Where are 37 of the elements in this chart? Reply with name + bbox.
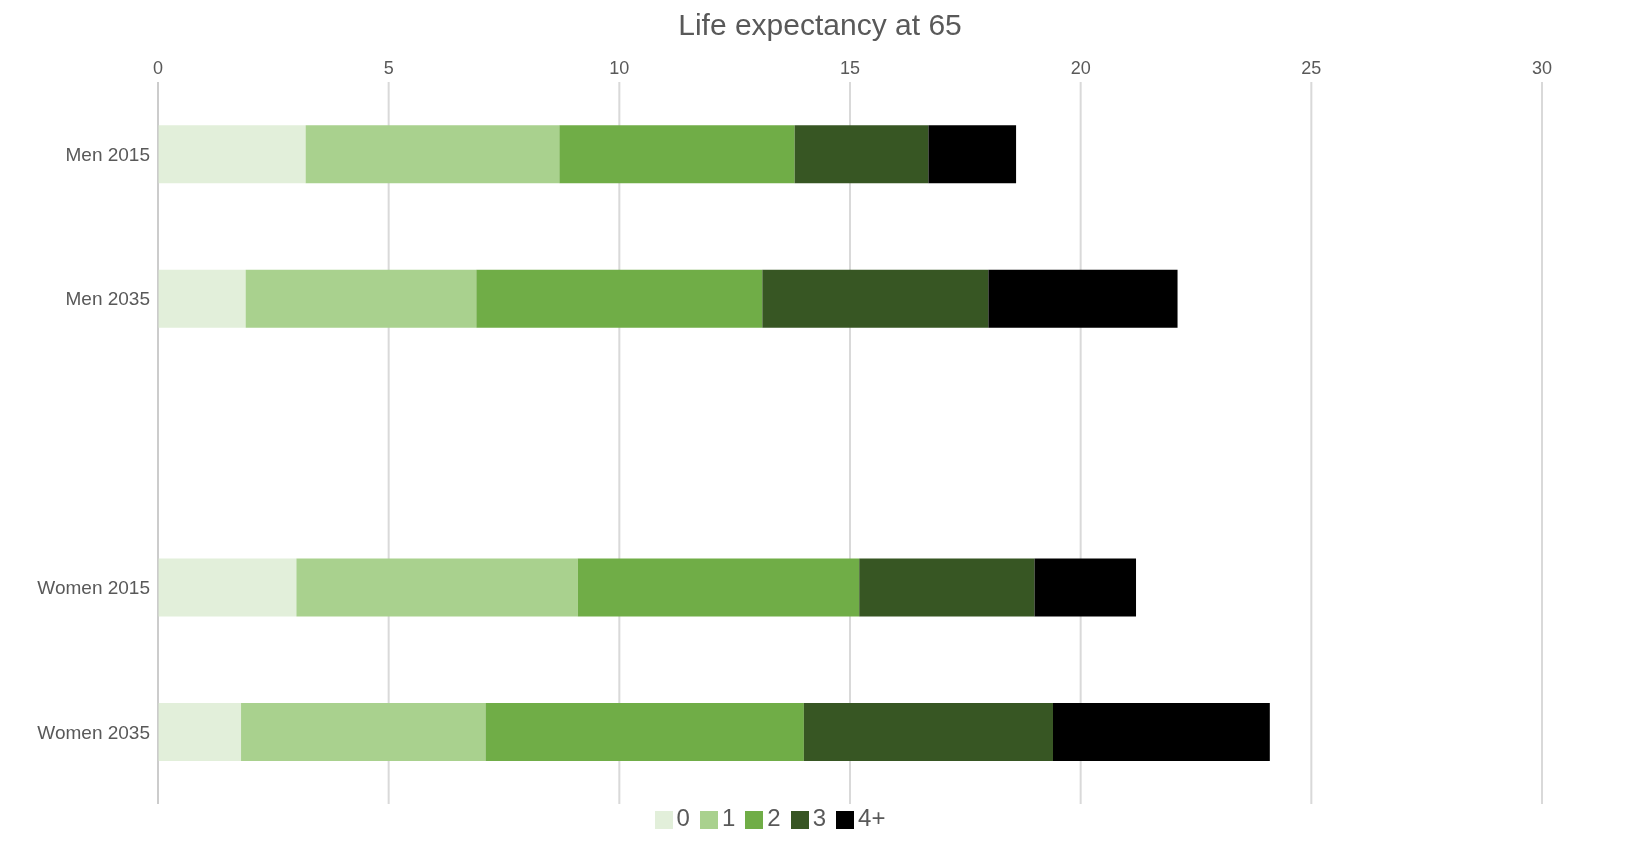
legend-label: 4+ xyxy=(858,804,886,831)
bar xyxy=(762,269,989,328)
y-tick-label: Men 2035 xyxy=(65,288,150,310)
bar xyxy=(476,269,763,328)
legend-label: 1 xyxy=(721,804,736,831)
bar xyxy=(158,125,306,184)
y-tick-label: Men 2015 xyxy=(65,143,150,165)
legend-label: 3 xyxy=(812,804,827,831)
bar xyxy=(928,125,1017,184)
bar xyxy=(1052,702,1270,761)
bar xyxy=(296,558,578,617)
x-tick-label: 25 xyxy=(1301,58,1322,78)
x-tick-label: 30 xyxy=(1531,58,1553,78)
x-tick-label: 5 xyxy=(383,58,394,78)
bar xyxy=(158,558,297,617)
bar xyxy=(859,558,1035,617)
bar xyxy=(485,702,804,761)
chart-title: Life expectancy at 65 xyxy=(677,8,963,42)
bar xyxy=(158,702,242,761)
bar xyxy=(1034,558,1137,617)
legend-label: 2 xyxy=(767,804,781,831)
bar xyxy=(158,269,246,328)
bar xyxy=(577,558,860,617)
y-tick-label: Women 2035 xyxy=(37,721,150,743)
bar xyxy=(988,269,1178,328)
x-tick-label: 0 xyxy=(152,58,164,78)
y-tick-label: Women 2015 xyxy=(37,577,150,599)
x-tick-label: 15 xyxy=(839,58,861,78)
bar xyxy=(803,702,1053,761)
bar xyxy=(559,125,795,184)
x-tick-label: 20 xyxy=(1070,58,1091,78)
bar xyxy=(241,702,486,761)
legend-label: 0 xyxy=(676,804,690,831)
bar xyxy=(245,269,477,328)
x-tick-label: 10 xyxy=(609,58,630,78)
bar xyxy=(305,125,560,184)
bar xyxy=(794,125,929,184)
